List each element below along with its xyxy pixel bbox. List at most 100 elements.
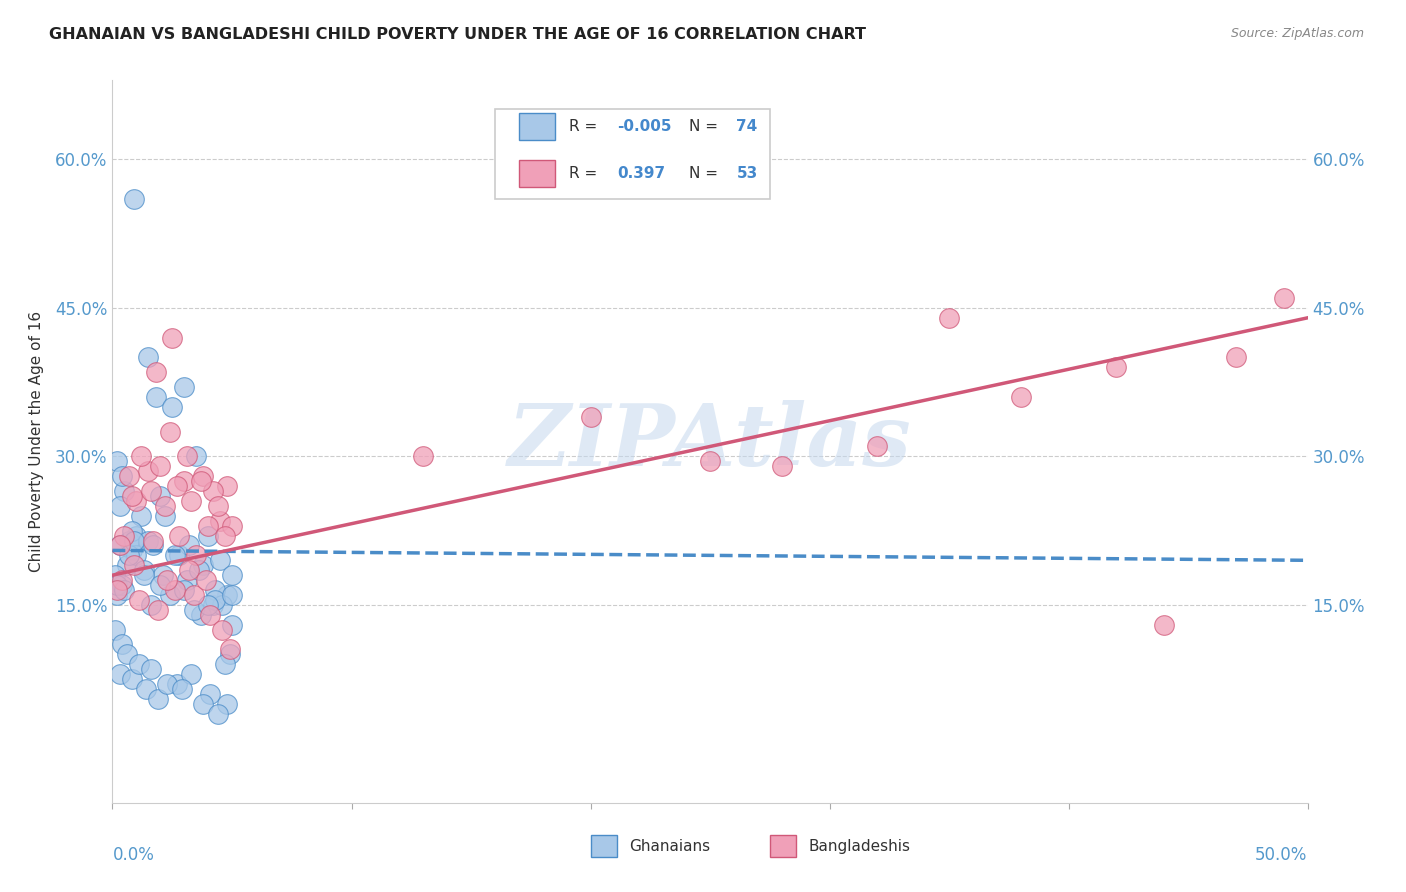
Point: [221, 518, 243, 533]
Point: [108, 499, 131, 513]
Point: [170, 681, 193, 696]
Point: [176, 450, 198, 464]
Point: [221, 588, 243, 602]
Text: Source: ZipAtlas.com: Source: ZipAtlas.com: [1230, 27, 1364, 40]
Point: [197, 518, 219, 533]
Text: ZIPAtlas: ZIPAtlas: [508, 400, 912, 483]
Point: [132, 568, 155, 582]
Bar: [519, 160, 554, 187]
Point: [114, 582, 135, 597]
Point: [105, 578, 128, 592]
Point: [1153, 617, 1175, 632]
Text: N =: N =: [689, 166, 717, 181]
Point: [163, 582, 186, 597]
Point: [115, 558, 138, 573]
Point: [200, 687, 222, 701]
Point: [211, 598, 233, 612]
Point: [186, 549, 208, 563]
Point: [104, 623, 127, 637]
Point: [204, 593, 226, 607]
Point: [122, 558, 145, 573]
Point: [166, 479, 188, 493]
Point: [121, 672, 143, 686]
Point: [579, 409, 602, 424]
Point: [105, 588, 128, 602]
Point: [125, 494, 148, 508]
Point: [146, 691, 169, 706]
Point: [139, 483, 162, 498]
Bar: [770, 835, 796, 857]
Point: [204, 582, 226, 597]
Text: 74: 74: [737, 119, 758, 134]
Point: [104, 568, 127, 582]
Point: [218, 642, 240, 657]
Point: [163, 549, 186, 563]
Point: [111, 469, 134, 483]
Point: [162, 400, 183, 414]
Point: [118, 533, 141, 548]
Y-axis label: Child Poverty Under the Age of 16: Child Poverty Under the Age of 16: [30, 311, 44, 572]
Point: [176, 573, 198, 587]
Point: [193, 469, 215, 483]
Point: [169, 549, 191, 563]
Point: [1225, 351, 1247, 365]
Point: [138, 464, 160, 478]
Point: [135, 681, 157, 696]
Point: [159, 425, 181, 439]
Point: [183, 603, 205, 617]
Point: [105, 582, 128, 597]
Point: [193, 558, 215, 573]
Text: Bangladeshis: Bangladeshis: [808, 838, 910, 854]
Point: [1105, 360, 1128, 375]
Text: N =: N =: [689, 119, 717, 134]
Point: [138, 351, 160, 365]
Text: 0.397: 0.397: [617, 166, 665, 181]
Point: [177, 563, 200, 577]
Point: [153, 499, 176, 513]
Point: [218, 648, 240, 662]
Point: [211, 623, 233, 637]
Point: [142, 533, 165, 548]
Point: [114, 528, 135, 542]
Point: [122, 192, 145, 206]
Point: [217, 697, 239, 711]
Point: [187, 563, 209, 577]
Point: [156, 573, 179, 587]
Point: [197, 598, 219, 612]
Point: [149, 459, 172, 474]
Point: [159, 588, 181, 602]
Point: [138, 533, 160, 548]
Text: 0.0%: 0.0%: [112, 847, 155, 864]
Point: [118, 549, 141, 563]
Point: [121, 543, 143, 558]
Point: [183, 588, 205, 602]
Point: [111, 573, 134, 587]
Point: [190, 607, 212, 622]
Point: [108, 667, 131, 681]
Point: [128, 657, 150, 672]
Point: [111, 578, 134, 592]
Point: [118, 469, 141, 483]
Point: [173, 474, 195, 488]
Point: [139, 662, 162, 676]
Point: [214, 528, 236, 542]
Point: [1272, 291, 1295, 305]
Point: [699, 454, 721, 468]
Point: [115, 648, 138, 662]
Point: [122, 533, 145, 548]
Bar: [519, 112, 554, 140]
Point: [169, 528, 191, 542]
Text: R =: R =: [569, 166, 598, 181]
Point: [938, 310, 960, 325]
Point: [412, 450, 434, 464]
Point: [153, 508, 176, 523]
Point: [129, 508, 152, 523]
Point: [105, 454, 128, 468]
Point: [132, 563, 155, 577]
Point: [207, 706, 229, 721]
Point: [111, 637, 134, 651]
Point: [166, 677, 188, 691]
Point: [125, 549, 148, 563]
Point: [186, 450, 208, 464]
Text: GHANAIAN VS BANGLADESHI CHILD POVERTY UNDER THE AGE OF 16 CORRELATION CHART: GHANAIAN VS BANGLADESHI CHILD POVERTY UN…: [49, 27, 866, 42]
